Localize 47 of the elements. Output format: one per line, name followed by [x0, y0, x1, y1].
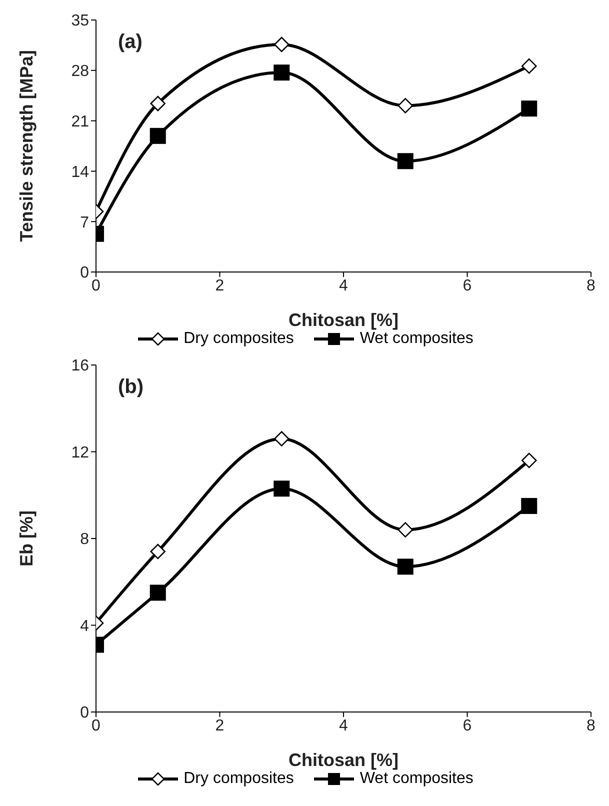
x-axis-title: Chitosan [%] — [288, 750, 398, 770]
point — [397, 153, 414, 170]
y-tick-label: 35 — [71, 12, 90, 30]
point — [274, 64, 290, 81]
x-tick-label: 6 — [462, 277, 472, 294]
x-tick-label: 4 — [339, 717, 348, 734]
point — [150, 544, 166, 560]
point — [150, 128, 166, 144]
x-tick-label: 8 — [586, 277, 596, 294]
point — [398, 522, 414, 538]
point — [274, 480, 290, 497]
legend-label: Wet composites — [360, 770, 474, 788]
y-tick-label: 16 — [71, 358, 90, 375]
point — [521, 58, 537, 74]
y-tick-label: 0 — [80, 264, 90, 282]
legend-label: Dry composites — [184, 330, 294, 348]
point — [150, 96, 166, 112]
point — [397, 558, 414, 575]
point — [274, 36, 290, 52]
legend-label: Wet composites — [360, 330, 474, 348]
point — [521, 498, 538, 514]
y-axis-title: Eb [%] — [16, 510, 36, 566]
y-tick-label: 28 — [71, 63, 90, 80]
point — [274, 431, 290, 446]
point — [398, 98, 414, 114]
point — [521, 452, 537, 468]
y-tick-label: 7 — [80, 214, 90, 232]
y-tick-label: 21 — [71, 113, 90, 130]
y-axis-title: Tensile strength [MPa] — [16, 50, 36, 242]
x-tick-label: 6 — [462, 717, 472, 734]
y-tick-label: 12 — [71, 444, 90, 462]
point — [521, 100, 538, 117]
x-tick-label: 2 — [215, 717, 224, 734]
x-tick-label: 8 — [586, 717, 596, 734]
text: (a) — [118, 31, 142, 53]
y-tick-label: 14 — [71, 164, 90, 181]
x-tick-label: 2 — [215, 277, 224, 294]
text: (b) — [118, 376, 144, 398]
y-tick-label: 0 — [80, 704, 90, 722]
x-tick-label: 4 — [339, 277, 348, 294]
x-axis-title: Chitosan [%] — [288, 310, 398, 330]
y-tick-label: 8 — [80, 531, 90, 548]
legend-label: Dry composites — [184, 770, 294, 788]
x-tick-label: 0 — [92, 717, 101, 734]
x-tick-label: 0 — [92, 277, 101, 294]
y-tick-label: 4 — [80, 618, 90, 635]
point — [150, 584, 166, 601]
